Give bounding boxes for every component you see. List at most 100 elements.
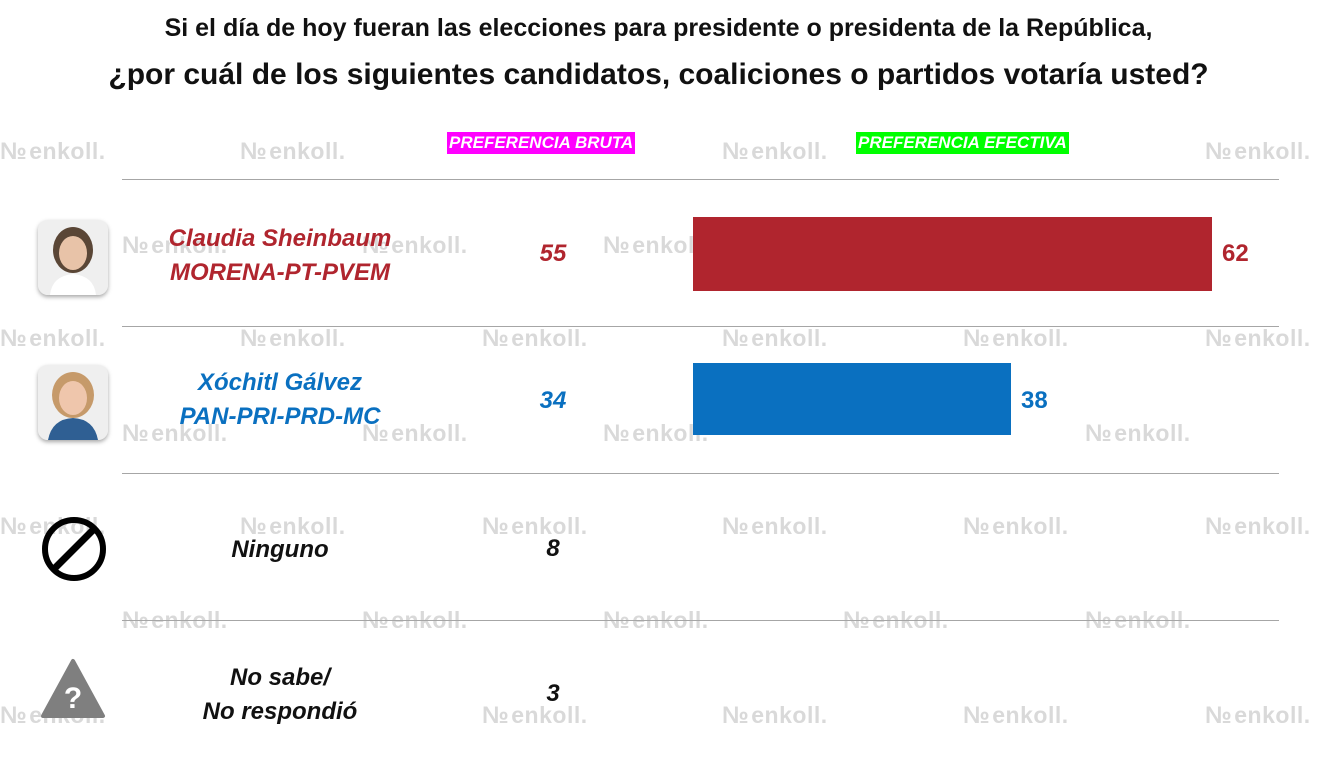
candidate-photo-galvez bbox=[38, 365, 108, 440]
candidate-photo-sheinbaum bbox=[38, 220, 108, 295]
watermark-logo-icon: № bbox=[1205, 702, 1233, 729]
watermark-logo-icon: № bbox=[0, 702, 28, 729]
watermark-text: №enkoll. bbox=[843, 607, 949, 635]
watermark-text: №enkoll. bbox=[362, 420, 468, 448]
separator-line bbox=[122, 473, 1279, 474]
bruta-value: 8 bbox=[546, 535, 560, 562]
watermark-label: enkoll. bbox=[992, 702, 1069, 728]
watermark-label: enkoll. bbox=[511, 513, 588, 539]
efectiva-bar-label: 38 bbox=[1021, 387, 1048, 414]
watermark-label: enkoll. bbox=[751, 513, 828, 539]
watermark-logo-icon: № bbox=[240, 325, 268, 352]
watermark-text: №enkoll. bbox=[122, 420, 228, 448]
watermark-text: №enkoll. bbox=[362, 232, 468, 260]
watermark-label: enkoll. bbox=[151, 232, 228, 258]
separator-line bbox=[122, 326, 1279, 327]
chart-title-line1: Si el día de hoy fueran las elecciones p… bbox=[164, 14, 1153, 42]
watermark-label: enkoll. bbox=[1234, 513, 1311, 539]
watermark-logo-icon: № bbox=[122, 420, 150, 447]
candidate-label-galvez: Xóchitl Gálvez PAN-PRI-PRD-MC bbox=[150, 366, 410, 434]
watermark-text: №enkoll. bbox=[240, 513, 346, 541]
watermark-label: enkoll. bbox=[751, 325, 828, 351]
watermark-text: №enkoll. bbox=[362, 607, 468, 635]
efectiva-bar bbox=[693, 217, 1212, 291]
watermark-text: №enkoll. bbox=[722, 702, 828, 730]
watermark-logo-icon: № bbox=[1205, 513, 1233, 540]
candidate-label-sheinbaum: Claudia Sheinbaum MORENA-PT-PVEM bbox=[150, 222, 410, 290]
watermark-logo-icon: № bbox=[240, 513, 268, 540]
watermark-label: enkoll. bbox=[151, 420, 228, 446]
watermark-logo-icon: № bbox=[482, 702, 510, 729]
watermark-text: №enkoll. bbox=[963, 325, 1069, 353]
watermark-logo-icon: № bbox=[963, 702, 991, 729]
watermark-text: №enkoll. bbox=[1205, 513, 1311, 541]
efectiva-bar bbox=[693, 363, 1011, 435]
watermark-label: enkoll. bbox=[391, 420, 468, 446]
watermark-label: enkoll. bbox=[391, 232, 468, 258]
watermark-text: №enkoll. bbox=[1085, 607, 1191, 635]
candidate-name: Xóchitl Gálvez bbox=[197, 369, 363, 396]
candidate-party: PAN-PRI-PRD-MC bbox=[179, 403, 381, 430]
watermark-text: №enkoll. bbox=[482, 325, 588, 353]
watermark-logo-icon: № bbox=[1205, 138, 1233, 165]
watermark-label: enkoll. bbox=[29, 325, 106, 351]
watermark-logo-icon: № bbox=[1205, 325, 1233, 352]
watermark-label: enkoll. bbox=[1234, 138, 1311, 164]
watermark-label: enkoll. bbox=[269, 513, 346, 539]
watermark-logo-icon: № bbox=[603, 232, 631, 259]
option-label-line1: No sabe/ bbox=[229, 664, 331, 691]
watermark-logo-icon: № bbox=[603, 420, 631, 447]
watermark-text: №enkoll. bbox=[963, 513, 1069, 541]
bruta-value: 3 bbox=[546, 680, 560, 707]
watermark-logo-icon: № bbox=[963, 513, 991, 540]
watermark-text: №enkoll. bbox=[1205, 325, 1311, 353]
watermark-logo-icon: № bbox=[482, 325, 510, 352]
separator-line bbox=[122, 179, 1279, 180]
watermark-label: enkoll. bbox=[511, 325, 588, 351]
watermark-label: enkoll. bbox=[29, 138, 106, 164]
watermark-text: №enkoll. bbox=[722, 138, 828, 166]
header-preferencia-bruta: PREFERENCIA BRUTA bbox=[447, 132, 636, 154]
watermark-label: enkoll. bbox=[751, 702, 828, 728]
watermark-text: №enkoll. bbox=[0, 325, 106, 353]
watermark-logo-icon: № bbox=[722, 138, 750, 165]
watermark-label: enkoll. bbox=[1114, 420, 1191, 446]
bruta-value: 55 bbox=[539, 240, 567, 267]
watermark-text: №enkoll. bbox=[482, 702, 588, 730]
watermark-label: enkoll. bbox=[992, 513, 1069, 539]
watermark-logo-icon: № bbox=[362, 232, 390, 259]
watermark-text: №enkoll. bbox=[482, 513, 588, 541]
no-symbol-icon bbox=[41, 516, 107, 587]
candidate-party: MORENA-PT-PVEM bbox=[169, 259, 390, 286]
watermark-text: №enkoll. bbox=[0, 138, 106, 166]
header-preferencia-efectiva: PREFERENCIA EFECTIVA bbox=[856, 132, 1069, 154]
watermark-logo-icon: № bbox=[482, 513, 510, 540]
option-label-line2: No respondió bbox=[202, 698, 358, 725]
watermark-text: №enkoll. bbox=[963, 702, 1069, 730]
watermark-logo-icon: № bbox=[240, 138, 268, 165]
candidate-name: Claudia Sheinbaum bbox=[168, 225, 392, 252]
watermark-text: №enkoll. bbox=[1205, 138, 1311, 166]
watermark-logo-icon: № bbox=[722, 325, 750, 352]
watermark-text: №enkoll. bbox=[122, 232, 228, 260]
watermark-logo-icon: № bbox=[1085, 420, 1113, 447]
watermark-logo-icon: № bbox=[963, 325, 991, 352]
watermark-label: enkoll. bbox=[1234, 325, 1311, 351]
watermark-logo-icon: № bbox=[0, 138, 28, 165]
option-label-ninguno: Ninguno bbox=[231, 536, 329, 563]
watermark-logo-icon: № bbox=[0, 325, 28, 352]
watermark-label: enkoll. bbox=[751, 138, 828, 164]
watermark-text: №enkoll. bbox=[1205, 702, 1311, 730]
bruta-value: 34 bbox=[539, 387, 567, 414]
watermark-logo-icon: № bbox=[722, 702, 750, 729]
watermark-label: enkoll. bbox=[511, 702, 588, 728]
question-triangle-icon: ? bbox=[40, 658, 106, 725]
watermark-label: enkoll. bbox=[269, 325, 346, 351]
watermark-logo-icon: № bbox=[0, 513, 28, 540]
separator-line bbox=[122, 620, 1279, 621]
watermark-logo-icon: № bbox=[362, 420, 390, 447]
option-label-no-sabe: No sabe/ No respondió bbox=[150, 661, 410, 729]
watermark-text: №enkoll. bbox=[240, 325, 346, 353]
watermark-text: №enkoll. bbox=[722, 513, 828, 541]
watermark-text: №enkoll. bbox=[1085, 420, 1191, 448]
